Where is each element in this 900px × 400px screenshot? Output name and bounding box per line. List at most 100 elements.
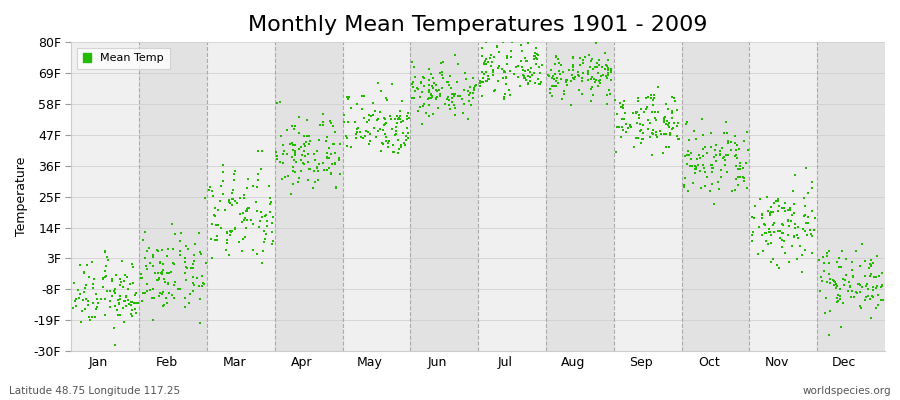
Point xyxy=(269,148,284,155)
Point xyxy=(240,175,255,182)
Point xyxy=(433,93,447,100)
Point xyxy=(616,102,630,108)
Point xyxy=(602,86,616,93)
Point xyxy=(246,247,260,254)
Point xyxy=(592,78,607,85)
Point xyxy=(527,70,542,76)
Point xyxy=(866,284,880,290)
Point xyxy=(225,202,239,208)
Point xyxy=(773,234,788,241)
Point xyxy=(311,176,326,183)
Point xyxy=(286,126,301,132)
Point xyxy=(677,182,691,188)
Point xyxy=(388,116,402,122)
Point xyxy=(667,120,681,126)
Point xyxy=(685,162,699,169)
Point xyxy=(820,252,834,259)
Point xyxy=(392,113,407,119)
Point xyxy=(515,48,529,54)
Point xyxy=(660,118,674,124)
Point xyxy=(731,174,745,180)
Point xyxy=(140,247,154,254)
Point xyxy=(366,112,381,119)
Point xyxy=(374,88,389,94)
Point xyxy=(395,98,410,104)
Point xyxy=(547,71,562,77)
Point xyxy=(764,259,778,265)
Point xyxy=(830,283,844,289)
Point xyxy=(505,39,519,45)
Point xyxy=(633,128,647,134)
Point xyxy=(734,166,748,172)
Point xyxy=(195,273,210,280)
Point xyxy=(525,71,539,78)
Point xyxy=(730,182,744,188)
Point xyxy=(457,70,472,76)
Point xyxy=(361,129,375,136)
Point xyxy=(296,132,310,139)
Point xyxy=(641,126,655,132)
Point xyxy=(457,87,472,93)
Point xyxy=(151,270,166,277)
Point xyxy=(600,101,615,108)
Point xyxy=(378,119,392,126)
Point xyxy=(257,238,272,245)
Point xyxy=(861,286,876,292)
Point xyxy=(780,218,795,224)
Point xyxy=(531,52,545,58)
Point xyxy=(300,132,314,139)
Point xyxy=(82,274,96,280)
Point xyxy=(699,150,714,156)
Point xyxy=(238,224,253,231)
Point xyxy=(592,57,607,63)
Point xyxy=(407,63,421,70)
Point xyxy=(733,174,747,180)
Point xyxy=(719,118,733,125)
Point xyxy=(850,290,864,296)
Point xyxy=(771,228,786,234)
Point xyxy=(636,109,651,115)
Point xyxy=(615,103,629,110)
Point xyxy=(220,229,234,236)
Point xyxy=(429,87,444,93)
Point xyxy=(581,52,596,59)
Point xyxy=(417,82,431,89)
Point xyxy=(491,48,506,55)
Point xyxy=(96,276,111,282)
Point xyxy=(487,54,501,60)
Point xyxy=(513,83,527,90)
Point xyxy=(815,254,830,261)
Point xyxy=(149,246,164,253)
Point xyxy=(427,80,441,87)
Point xyxy=(641,117,655,124)
Point xyxy=(653,130,668,137)
Point xyxy=(328,161,342,168)
Point xyxy=(388,132,402,138)
Point xyxy=(752,196,767,202)
Point xyxy=(341,119,356,125)
Point xyxy=(495,75,509,81)
Point xyxy=(707,200,722,207)
Point xyxy=(649,128,663,135)
Point xyxy=(152,275,166,282)
Point xyxy=(116,304,130,311)
Point xyxy=(806,227,821,234)
Point xyxy=(441,82,455,89)
Point xyxy=(119,302,133,309)
Point xyxy=(875,282,889,289)
Point xyxy=(349,135,364,142)
Point xyxy=(233,211,248,217)
Point xyxy=(823,308,837,314)
Point xyxy=(416,74,430,80)
Point xyxy=(129,310,143,317)
Point xyxy=(519,77,534,84)
Point xyxy=(446,102,461,108)
Point xyxy=(778,200,792,206)
Point xyxy=(430,104,445,111)
Point xyxy=(616,104,630,111)
Point xyxy=(631,95,645,102)
Point xyxy=(760,194,774,201)
Point xyxy=(805,230,819,237)
Point xyxy=(805,233,819,239)
Point xyxy=(208,204,222,211)
